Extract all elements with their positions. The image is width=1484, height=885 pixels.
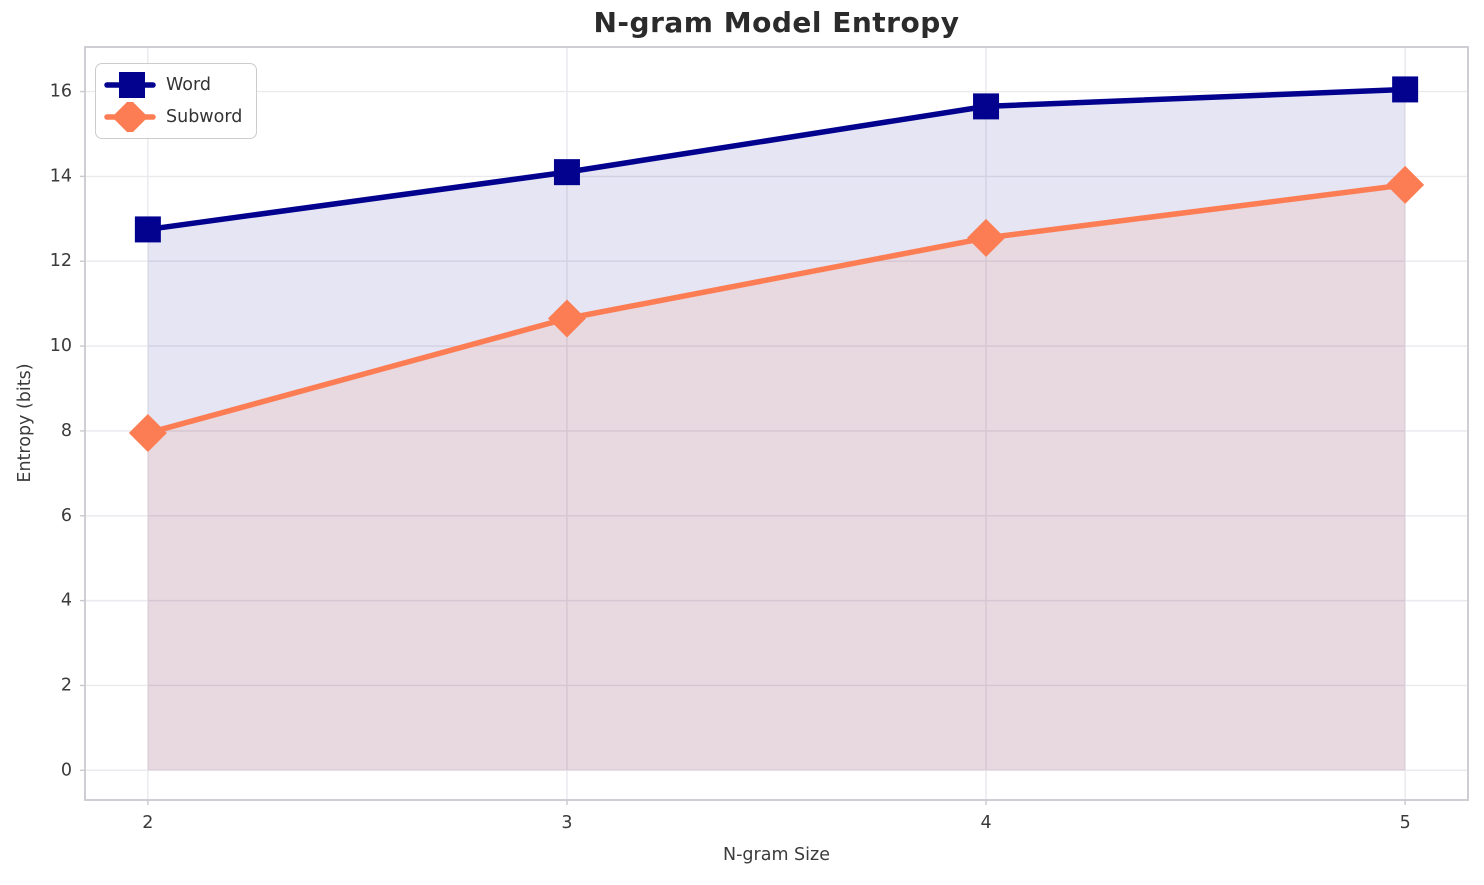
- marker-square-word: [973, 93, 1000, 120]
- marker-diamond-subword: [128, 414, 167, 453]
- y-tick-label: 0: [61, 760, 72, 780]
- series-line-subword: [145, 182, 1408, 436]
- x-axis-label: N-gram Size: [723, 845, 830, 865]
- x-tick-label: 2: [142, 813, 153, 833]
- area-fill-subword: [147, 184, 1406, 771]
- legend-diamond-marker-icon: [104, 102, 156, 132]
- legend-item-subword: Subword: [104, 102, 242, 132]
- series-line-word: [145, 86, 1408, 233]
- y-tick-label: 10: [50, 336, 72, 356]
- y-tick-label: 14: [50, 166, 72, 186]
- legend-label-word: Word: [166, 75, 211, 95]
- y-axis-label: Entropy (bits): [15, 363, 35, 483]
- x-tick-label: 5: [1400, 813, 1411, 833]
- marker-square-word: [553, 159, 580, 186]
- y-tick-label: 2: [61, 675, 72, 695]
- legend-label-subword: Subword: [166, 107, 243, 127]
- x-tick-label: 4: [980, 813, 991, 833]
- marker-square-word: [134, 216, 161, 243]
- marker-diamond-subword: [967, 218, 1006, 257]
- legend-square-marker-icon: [104, 72, 156, 98]
- marker-diamond-subword: [547, 299, 586, 338]
- marker-square-word: [1392, 76, 1419, 103]
- legend-item-word: Word: [104, 70, 242, 100]
- y-tick-label: 8: [61, 421, 72, 441]
- legend: Word Subword: [95, 63, 258, 139]
- marker-diamond-subword: [1386, 165, 1425, 204]
- x-tick-label: 3: [561, 813, 572, 833]
- area-fill-word: [147, 89, 1406, 771]
- y-tick-label: 6: [61, 506, 72, 526]
- axes-frame: [84, 46, 1469, 801]
- y-tick-label: 16: [50, 82, 72, 102]
- y-tick-label: 4: [61, 591, 72, 611]
- y-tick-label: 12: [50, 251, 72, 271]
- chart-title: N-gram Model Entropy: [593, 6, 960, 39]
